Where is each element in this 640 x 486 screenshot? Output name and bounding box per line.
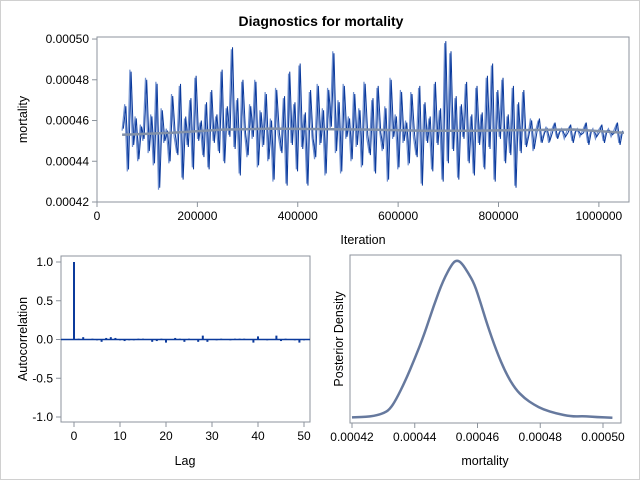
x-axis-label: Iteration xyxy=(340,233,385,247)
trace-line-light xyxy=(121,43,623,190)
x-tick-label: 0 xyxy=(71,429,78,443)
x-tick-label: 10 xyxy=(113,429,127,443)
x-tick-label: 800000 xyxy=(478,209,518,223)
y-tick-label: 0.00042 xyxy=(46,195,90,209)
smooth-line xyxy=(122,127,625,137)
x-tick-label: 0.00046 xyxy=(456,430,500,444)
y-axis-label: Posterior Density xyxy=(332,291,346,387)
x-tick-label: 50 xyxy=(297,429,311,443)
y-tick-label: -0.5 xyxy=(32,371,53,385)
x-tick-label: 0.00044 xyxy=(393,430,437,444)
x-tick-label: 600000 xyxy=(378,209,418,223)
y-tick-label: -1.0 xyxy=(32,410,53,424)
y-axis-label: mortality xyxy=(16,95,30,143)
y-tick-label: 0.00046 xyxy=(46,114,90,128)
x-tick-label: 0.00042 xyxy=(330,430,374,444)
y-tick-label: 0.5 xyxy=(36,294,53,308)
plot-frame xyxy=(349,254,622,424)
trace-line xyxy=(122,41,624,188)
x-tick-label: 1000000 xyxy=(576,209,623,223)
x-tick-label: 0 xyxy=(94,209,101,223)
x-tick-label: 30 xyxy=(205,429,219,443)
y-tick-label: 0.00050 xyxy=(46,32,90,46)
y-axis-label: Autocorrelation xyxy=(16,297,30,381)
y-tick-label: 0.00044 xyxy=(46,154,90,168)
density-curve xyxy=(351,259,613,419)
density-plot: 0.00042 0.00044 0.00046 0.00048 0.00050 morta… xyxy=(330,254,625,468)
x-axis-label: Lag xyxy=(175,454,196,468)
x-tick-label: 20 xyxy=(159,429,173,443)
y-tick-label: 0.0 xyxy=(36,333,53,347)
x-tick-label: 0.00048 xyxy=(519,430,563,444)
trace-plot: 0 200000 400000 600000 800000 1000000 0.00042 0… xyxy=(16,32,630,247)
x-tick-label: 0.00050 xyxy=(581,430,625,444)
plot-frame xyxy=(96,36,630,203)
y-tick-label: 1.0 xyxy=(36,255,53,269)
x-tick-label: 400000 xyxy=(278,209,318,223)
x-tick-label: 200000 xyxy=(177,209,217,223)
chart-title: Diagnostics for mortality xyxy=(239,13,404,29)
y-tick-label: 0.00048 xyxy=(46,73,90,87)
x-axis-label: mortality xyxy=(461,454,509,468)
x-tick-label: 40 xyxy=(251,429,265,443)
autocorrelation-plot: 0 10 20 30 40 50 -1.0 -0.5 0.0 0.5 1.0 Lag Autocorre… xyxy=(16,255,311,468)
